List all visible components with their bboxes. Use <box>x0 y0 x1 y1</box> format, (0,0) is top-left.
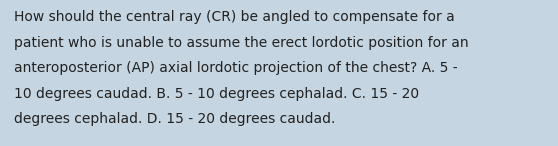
Text: How should the central ray (CR) be angled to compensate for a: How should the central ray (CR) be angle… <box>14 10 455 24</box>
Text: patient who is unable to assume the erect lordotic position for an: patient who is unable to assume the erec… <box>14 36 469 50</box>
Text: degrees cephalad. D. 15 - 20 degrees caudad.: degrees cephalad. D. 15 - 20 degrees cau… <box>14 112 335 126</box>
Text: 10 degrees caudad. B. 5 - 10 degrees cephalad. C. 15 - 20: 10 degrees caudad. B. 5 - 10 degrees cep… <box>14 87 419 101</box>
Text: anteroposterior (AP) axial lordotic projection of the chest? A. 5 -: anteroposterior (AP) axial lordotic proj… <box>14 61 458 75</box>
